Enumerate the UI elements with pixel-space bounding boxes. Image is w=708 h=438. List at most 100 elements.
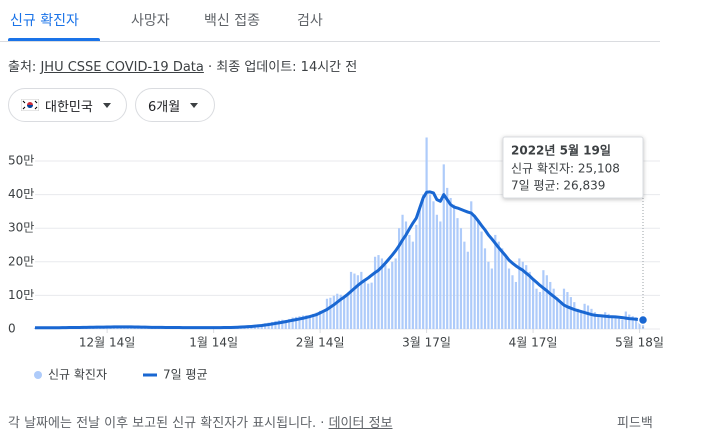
bar [294, 316, 298, 329]
bar [635, 317, 638, 329]
bar [531, 278, 535, 329]
bar [439, 221, 442, 329]
bar [360, 271, 363, 329]
bar [501, 248, 504, 329]
bar [600, 317, 603, 329]
y-tick-label: 10만 [8, 288, 34, 302]
y-tick-label: 50만 [8, 154, 34, 168]
active-indicator [8, 38, 100, 41]
bar [277, 320, 280, 329]
bar [559, 302, 562, 329]
tooltip-line: 신규 확진자: 25,108 [511, 162, 620, 176]
bar [377, 255, 380, 329]
separator: · [320, 416, 325, 431]
bar [404, 221, 408, 329]
tab[interactable]: 사망자 [131, 13, 170, 29]
note: 각 날짜에는 전날 이후 보고된 신규 확진자가 표시됩니다. [8, 416, 317, 431]
bar [566, 292, 569, 329]
bar [624, 311, 627, 329]
bar [610, 315, 614, 329]
bar [518, 258, 521, 329]
bar [353, 273, 356, 329]
bar [549, 281, 552, 329]
y-tick-label: 30만 [8, 221, 34, 235]
bar [401, 214, 404, 329]
bar [459, 228, 463, 329]
bar [621, 319, 624, 329]
bar [315, 312, 318, 329]
bar [614, 317, 617, 329]
tab-bar: 신규 확진자 사망자 백신 접종 검사 [0, 0, 660, 42]
bar [425, 137, 428, 329]
bar [380, 258, 384, 329]
bar [312, 313, 315, 329]
legend-swatch [34, 371, 42, 379]
bar [631, 316, 634, 329]
chart: 0 10만 20만 30만 40만 50만 12월 14일 1월 14일 2월 14일 3월 17… [8, 136, 664, 382]
bar [456, 218, 459, 329]
data-info-link[interactable]: 데이터 정보 [328, 416, 393, 431]
bar [387, 268, 390, 329]
bar [408, 234, 411, 329]
bar [332, 295, 335, 329]
bar [301, 315, 305, 329]
caret [190, 102, 199, 108]
range-dropdown[interactable]: 6개월 [135, 88, 215, 122]
source-link[interactable]: JHU CSSE COVID-19 Data [40, 60, 204, 75]
footer-note: 각 날짜에는 전날 이후 보고된 신규 확진자가 표시됩니다. · 데이터 정보 [8, 412, 393, 431]
bar [507, 268, 511, 329]
bar [319, 310, 322, 329]
x-tick-label: 4월 17일 [509, 336, 558, 350]
bar [394, 258, 397, 329]
bar [363, 281, 366, 329]
bar [477, 221, 480, 329]
bar [308, 315, 311, 329]
bar [370, 282, 373, 329]
bar [576, 308, 579, 329]
region-dropdown[interactable]: 대한민국 [8, 88, 127, 122]
bar [528, 271, 531, 329]
x-tick-label: 1월 14일 [189, 336, 238, 350]
bar [298, 316, 301, 329]
feedback[interactable]: 피드백 [617, 416, 653, 431]
bar [504, 255, 507, 329]
bar [349, 271, 353, 329]
bar [356, 275, 359, 329]
bar [446, 187, 449, 329]
bar [552, 288, 555, 329]
bar [463, 241, 466, 329]
bar [607, 313, 610, 329]
bar [291, 317, 294, 329]
range-label: 6개월 [148, 99, 181, 115]
bar [514, 281, 518, 329]
bar [604, 312, 607, 329]
bar [487, 261, 490, 329]
x-tick-label: 2월 14일 [296, 336, 345, 350]
bar [511, 275, 514, 329]
bar [593, 312, 597, 329]
bar [415, 224, 418, 329]
bar [617, 318, 621, 329]
tab[interactable]: 신규 확진자 [10, 13, 79, 29]
bar [288, 318, 291, 329]
bar [470, 201, 473, 329]
bar [432, 201, 435, 329]
bar [329, 297, 332, 329]
average-line [34, 190, 644, 330]
bar [586, 305, 590, 329]
legend-label: 신규 확진자 [48, 368, 107, 382]
bar [336, 293, 339, 329]
bar [428, 194, 432, 329]
region-label: 대한민국 [45, 99, 93, 115]
bar [384, 265, 387, 329]
bar [590, 308, 593, 329]
bar [449, 197, 452, 329]
tab[interactable]: 검사 [297, 13, 323, 29]
legend-label: 7일 평균 [163, 368, 208, 382]
caret [102, 102, 111, 108]
bar [480, 231, 483, 329]
bar [545, 275, 548, 329]
tooltip-date: 2022년 5월 19일 [511, 143, 611, 158]
bar [442, 164, 445, 329]
tab[interactable]: 백신 접종 [204, 13, 260, 29]
